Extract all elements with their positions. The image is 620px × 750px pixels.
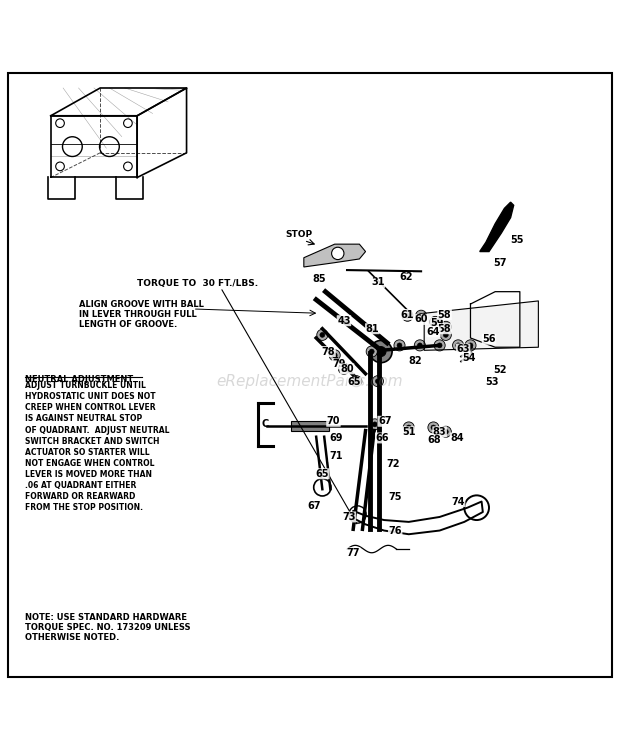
Text: 76: 76	[388, 526, 402, 536]
Text: 84: 84	[450, 433, 464, 443]
Circle shape	[329, 350, 340, 361]
Text: 51: 51	[402, 427, 415, 436]
Circle shape	[373, 376, 383, 387]
Circle shape	[397, 343, 402, 348]
Text: eReplacementParts.com: eReplacementParts.com	[216, 374, 404, 388]
Text: 70: 70	[327, 416, 340, 426]
Text: 74: 74	[451, 496, 465, 506]
Text: 71: 71	[329, 452, 343, 461]
Circle shape	[342, 366, 347, 371]
Circle shape	[437, 343, 442, 348]
Text: 83: 83	[433, 427, 446, 436]
Circle shape	[339, 363, 350, 374]
Text: 67: 67	[308, 501, 321, 511]
Text: 57: 57	[494, 258, 507, 268]
Text: 63: 63	[456, 344, 470, 354]
Text: C: C	[262, 419, 269, 430]
Circle shape	[431, 425, 436, 430]
Circle shape	[415, 310, 427, 321]
Circle shape	[351, 376, 362, 387]
Circle shape	[370, 419, 380, 430]
Circle shape	[465, 340, 476, 351]
Circle shape	[317, 329, 328, 340]
Text: 69: 69	[330, 433, 343, 443]
Circle shape	[453, 340, 464, 351]
Text: 73: 73	[342, 512, 356, 522]
Circle shape	[406, 425, 411, 430]
Circle shape	[417, 343, 422, 348]
Text: STOP: STOP	[285, 230, 312, 239]
Text: 65: 65	[348, 377, 361, 388]
Polygon shape	[304, 244, 366, 267]
Circle shape	[405, 314, 410, 318]
Circle shape	[418, 314, 423, 318]
Circle shape	[428, 422, 439, 433]
Circle shape	[370, 349, 374, 354]
Text: 55: 55	[510, 236, 523, 245]
Circle shape	[373, 422, 378, 427]
Text: 67: 67	[378, 416, 391, 426]
Circle shape	[370, 340, 392, 363]
Text: 66: 66	[376, 433, 389, 443]
Text: 72: 72	[387, 460, 400, 470]
Circle shape	[402, 310, 413, 321]
Circle shape	[332, 248, 344, 259]
Text: 81: 81	[366, 324, 379, 334]
Text: 78: 78	[322, 346, 335, 356]
Text: 79: 79	[332, 359, 346, 369]
Text: 56: 56	[482, 334, 496, 344]
Text: 43: 43	[337, 316, 351, 326]
Circle shape	[443, 332, 448, 338]
Text: 80: 80	[340, 364, 354, 374]
Circle shape	[456, 343, 461, 348]
Circle shape	[440, 426, 451, 437]
Text: 54: 54	[462, 352, 476, 363]
Text: 77: 77	[347, 548, 360, 558]
Circle shape	[376, 379, 380, 384]
Text: 62: 62	[399, 272, 412, 283]
Circle shape	[414, 340, 425, 351]
Circle shape	[430, 316, 441, 328]
Text: 58: 58	[438, 324, 451, 334]
Text: 75: 75	[388, 492, 402, 502]
Circle shape	[443, 429, 448, 434]
Text: 58: 58	[438, 310, 451, 320]
Circle shape	[443, 325, 448, 329]
Circle shape	[440, 321, 451, 332]
Text: TORQUE TO  30 FT./LBS.: TORQUE TO 30 FT./LBS.	[137, 279, 259, 288]
Text: ADJUST TURNBUCKLE UNTIL
HYDROSTATIC UNIT DOES NOT
CREEP WHEN CONTROL LEVER
IS AG: ADJUST TURNBUCKLE UNTIL HYDROSTATIC UNIT…	[25, 381, 169, 512]
Circle shape	[332, 352, 337, 358]
Text: 60: 60	[414, 314, 428, 325]
Circle shape	[468, 343, 473, 348]
Text: 85: 85	[312, 274, 326, 284]
Text: 61: 61	[401, 310, 414, 320]
Circle shape	[354, 379, 359, 384]
Text: 53: 53	[485, 377, 499, 388]
Polygon shape	[480, 202, 514, 251]
Text: NEUTRAL ADJUSTMENT: NEUTRAL ADJUSTMENT	[25, 375, 133, 384]
Circle shape	[320, 332, 325, 338]
Text: ALIGN GROOVE WITH BALL
IN LEVER THROUGH FULL
LENGTH OF GROOVE.: ALIGN GROOVE WITH BALL IN LEVER THROUGH …	[79, 300, 203, 329]
Circle shape	[433, 320, 438, 325]
Polygon shape	[424, 301, 538, 350]
Bar	[291, 421, 329, 430]
Circle shape	[434, 340, 445, 351]
Circle shape	[366, 346, 378, 357]
Circle shape	[403, 422, 414, 433]
Text: 64: 64	[427, 327, 440, 337]
Circle shape	[376, 346, 386, 356]
Text: NOTE: USE STANDARD HARDWARE
TORQUE SPEC. NO. 173209 UNLESS
OTHERWISE NOTED.: NOTE: USE STANDARD HARDWARE TORQUE SPEC.…	[25, 613, 190, 643]
Text: 82: 82	[408, 356, 422, 367]
Text: 59: 59	[430, 317, 443, 328]
Text: 65: 65	[316, 469, 329, 478]
Circle shape	[394, 340, 405, 351]
Text: 68: 68	[427, 435, 441, 445]
Text: 52: 52	[494, 365, 507, 375]
Text: 31: 31	[371, 278, 384, 287]
Circle shape	[440, 329, 451, 340]
